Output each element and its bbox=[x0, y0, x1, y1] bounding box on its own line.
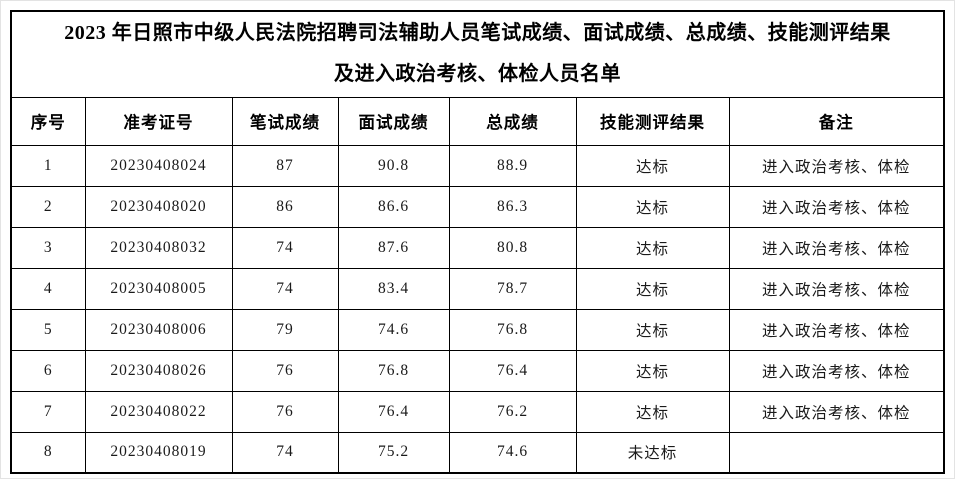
cell-seq: 3 bbox=[10, 226, 86, 269]
cell-exam-id: 20230408020 bbox=[84, 185, 233, 228]
cell-skill-result: 达标 bbox=[575, 226, 730, 269]
table-title: 2023 年日照市中级人民法院招聘司法辅助人员笔试成绩、面试成绩、总成绩、技能测… bbox=[10, 10, 945, 98]
cell-interview-score: 76.4 bbox=[337, 390, 450, 433]
table-row: 8 20230408019 74 75.2 74.6 未达标 bbox=[10, 431, 945, 474]
header-seq: 序号 bbox=[10, 96, 86, 146]
cell-exam-id: 20230408032 bbox=[84, 226, 233, 269]
cell-exam-id: 20230408024 bbox=[84, 144, 233, 187]
cell-exam-id: 20230408019 bbox=[84, 431, 233, 474]
cell-total-score: 86.3 bbox=[448, 185, 577, 228]
cell-exam-id: 20230408006 bbox=[84, 308, 233, 351]
cell-total-score: 88.9 bbox=[448, 144, 577, 187]
cell-seq: 6 bbox=[10, 349, 86, 392]
cell-seq: 4 bbox=[10, 267, 86, 310]
table-title-line1: 2023 年日照市中级人民法院招聘司法辅助人员笔试成绩、面试成绩、总成绩、技能测… bbox=[64, 22, 891, 45]
cell-written-score: 74 bbox=[231, 431, 339, 474]
cell-total-score: 76.4 bbox=[448, 349, 577, 392]
table-title-line2: 及进入政治考核、体检人员名单 bbox=[334, 63, 621, 86]
cell-remark: 进入政治考核、体检 bbox=[728, 226, 945, 269]
cell-written-score: 86 bbox=[231, 185, 339, 228]
cell-written-score: 74 bbox=[231, 226, 339, 269]
cell-remark: 进入政治考核、体检 bbox=[728, 144, 945, 187]
cell-exam-id: 20230408005 bbox=[84, 267, 233, 310]
cell-written-score: 79 bbox=[231, 308, 339, 351]
cell-total-score: 78.7 bbox=[448, 267, 577, 310]
cell-skill-result: 达标 bbox=[575, 185, 730, 228]
cell-interview-score: 76.8 bbox=[337, 349, 450, 392]
table-row: 3 20230408032 74 87.6 80.8 达标 进入政治考核、体检 bbox=[10, 226, 945, 269]
cell-exam-id: 20230408026 bbox=[84, 349, 233, 392]
cell-skill-result: 未达标 bbox=[575, 431, 730, 474]
cell-total-score: 76.2 bbox=[448, 390, 577, 433]
cell-seq: 1 bbox=[10, 144, 86, 187]
cell-remark: 进入政治考核、体检 bbox=[728, 267, 945, 310]
title-row: 2023 年日照市中级人民法院招聘司法辅助人员笔试成绩、面试成绩、总成绩、技能测… bbox=[10, 10, 945, 98]
cell-interview-score: 87.6 bbox=[337, 226, 450, 269]
header-interview-score: 面试成绩 bbox=[337, 96, 450, 146]
cell-seq: 7 bbox=[10, 390, 86, 433]
cell-total-score: 80.8 bbox=[448, 226, 577, 269]
cell-remark: 进入政治考核、体检 bbox=[728, 185, 945, 228]
cell-remark bbox=[728, 431, 945, 474]
cell-interview-score: 74.6 bbox=[337, 308, 450, 351]
cell-seq: 5 bbox=[10, 308, 86, 351]
cell-written-score: 87 bbox=[231, 144, 339, 187]
cell-interview-score: 83.4 bbox=[337, 267, 450, 310]
cell-skill-result: 达标 bbox=[575, 267, 730, 310]
header-row: 序号 准考证号 笔试成绩 面试成绩 总成绩 技能测评结果 备注 bbox=[10, 96, 945, 146]
results-table: 2023 年日照市中级人民法院招聘司法辅助人员笔试成绩、面试成绩、总成绩、技能测… bbox=[10, 10, 945, 474]
table-row: 7 20230408022 76 76.4 76.2 达标 进入政治考核、体检 bbox=[10, 390, 945, 433]
cell-interview-score: 90.8 bbox=[337, 144, 450, 187]
table-row: 1 20230408024 87 90.8 88.9 达标 进入政治考核、体检 bbox=[10, 144, 945, 187]
cell-seq: 2 bbox=[10, 185, 86, 228]
header-total-score: 总成绩 bbox=[448, 96, 577, 146]
cell-remark: 进入政治考核、体检 bbox=[728, 308, 945, 351]
cell-remark: 进入政治考核、体检 bbox=[728, 390, 945, 433]
cell-written-score: 76 bbox=[231, 349, 339, 392]
table-row: 6 20230408026 76 76.8 76.4 达标 进入政治考核、体检 bbox=[10, 349, 945, 392]
cell-skill-result: 达标 bbox=[575, 144, 730, 187]
table-row: 2 20230408020 86 86.6 86.3 达标 进入政治考核、体检 bbox=[10, 185, 945, 228]
cell-exam-id: 20230408022 bbox=[84, 390, 233, 433]
cell-skill-result: 达标 bbox=[575, 349, 730, 392]
table-row: 4 20230408005 74 83.4 78.7 达标 进入政治考核、体检 bbox=[10, 267, 945, 310]
table-row: 5 20230408006 79 74.6 76.8 达标 进入政治考核、体检 bbox=[10, 308, 945, 351]
header-written-score: 笔试成绩 bbox=[231, 96, 339, 146]
cell-skill-result: 达标 bbox=[575, 390, 730, 433]
cell-seq: 8 bbox=[10, 431, 86, 474]
cell-total-score: 76.8 bbox=[448, 308, 577, 351]
header-remark: 备注 bbox=[728, 96, 945, 146]
cell-interview-score: 86.6 bbox=[337, 185, 450, 228]
header-skill-result: 技能测评结果 bbox=[575, 96, 730, 146]
header-exam-id: 准考证号 bbox=[84, 96, 233, 146]
cell-written-score: 76 bbox=[231, 390, 339, 433]
cell-skill-result: 达标 bbox=[575, 308, 730, 351]
cell-interview-score: 75.2 bbox=[337, 431, 450, 474]
cell-remark: 进入政治考核、体检 bbox=[728, 349, 945, 392]
cell-total-score: 74.6 bbox=[448, 431, 577, 474]
cell-written-score: 74 bbox=[231, 267, 339, 310]
